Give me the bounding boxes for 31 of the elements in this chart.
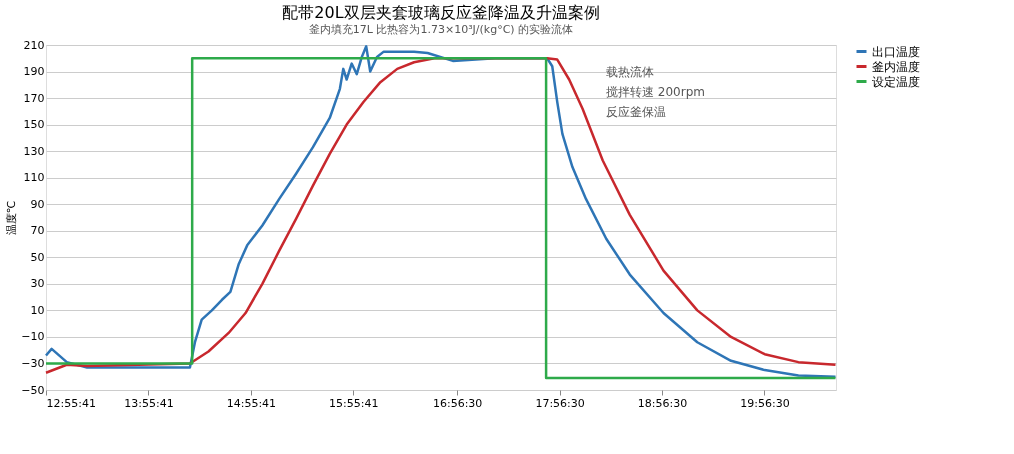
x-tick-label: 15:55:41 <box>329 396 379 410</box>
x-tick-label: 12:55:41 <box>46 396 96 410</box>
chart-title: 配带20L双层夹套玻璃反应釜降温及升温案例 <box>282 3 600 22</box>
y-tick-label: 210 <box>23 38 45 52</box>
y-tick-label: 30 <box>30 277 45 291</box>
y-tick-label: 110 <box>23 171 45 185</box>
y-tick-label: 130 <box>23 144 45 158</box>
legend-label: 釜内温度 <box>872 59 920 74</box>
y-axis-title: 温度℃ <box>5 200 19 236</box>
y-tick-label: −10 <box>21 330 45 344</box>
y-tick-label: 70 <box>30 224 45 238</box>
x-tick-label: 19:56:30 <box>740 396 790 410</box>
y-tick-label: 190 <box>23 65 45 79</box>
annotation: 载热流体 <box>606 65 654 79</box>
y-tick-label: 50 <box>30 250 45 264</box>
chart-subtitle: 釜内填充17L 比热容为1.73×10³J/(kg°C) 的实验流体 <box>308 23 574 36</box>
y-tick-label: 170 <box>23 91 45 105</box>
annotation: 反应釜保温 <box>606 105 666 119</box>
legend-label: 设定温度 <box>872 74 920 89</box>
x-tick-label: 16:56:30 <box>432 396 483 410</box>
y-tick-label: 10 <box>30 303 45 317</box>
legend-label: 出口温度 <box>872 44 920 59</box>
y-tick-label: −30 <box>21 356 45 370</box>
y-tick-label: 150 <box>23 118 45 132</box>
x-tick-label: 18:56:30 <box>637 396 688 410</box>
x-tick-label: 17:56:30 <box>535 396 585 410</box>
y-tick-label: −50 <box>21 383 45 397</box>
x-tick-label: 14:55:41 <box>226 396 277 410</box>
y-tick-label: 90 <box>30 197 45 211</box>
annotation: 搅拌转速 200rpm <box>606 85 705 99</box>
x-tick-label: 13:55:41 <box>124 396 174 410</box>
